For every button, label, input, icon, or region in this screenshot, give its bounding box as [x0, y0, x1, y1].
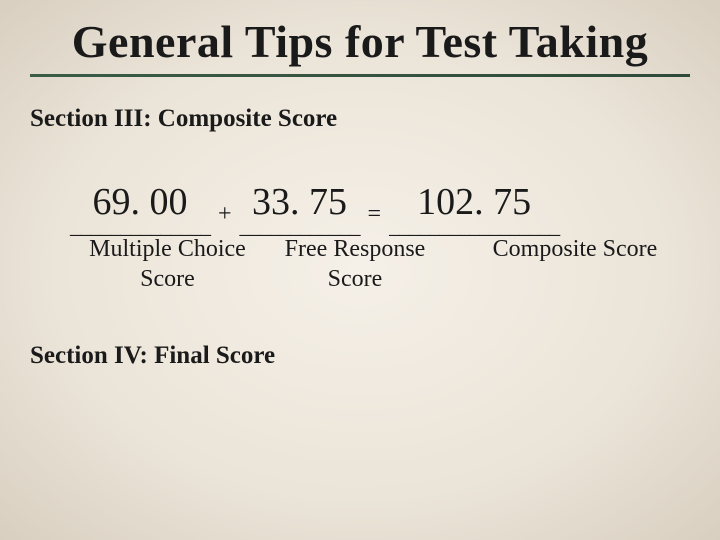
plus-operator: +: [218, 201, 232, 232]
equals-operator: =: [368, 201, 382, 232]
multiple-choice-block: 69. 00 ______________: [70, 183, 210, 232]
blank-underline: ______________: [70, 219, 210, 232]
label-line: Score: [328, 266, 383, 292]
title-underline: [30, 74, 690, 77]
free-response-label: Free Response Score: [265, 234, 445, 294]
composite-label: Composite Score: [465, 234, 685, 294]
blank-underline: _________________: [389, 219, 559, 232]
equation-labels: Multiple Choice Score Free Response Scor…: [70, 234, 690, 294]
slide-title: General Tips for Test Taking: [30, 15, 690, 68]
composite-equation: 69. 00 ______________ + 33. 75 _________…: [70, 183, 690, 232]
composite-block: 102. 75 _________________: [389, 183, 559, 232]
label-line: Score: [140, 266, 195, 292]
slide: General Tips for Test Taking Section III…: [0, 0, 720, 540]
label-line: Free Response: [285, 236, 426, 262]
section-4-heading: Section IV: Final Score: [30, 342, 690, 370]
label-line: Multiple Choice: [89, 236, 246, 262]
section-3-heading: Section III: Composite Score: [30, 105, 690, 133]
multiple-choice-label: Multiple Choice Score: [70, 234, 265, 294]
blank-underline: ____________: [240, 219, 360, 232]
free-response-block: 33. 75 ____________: [240, 183, 360, 232]
label-line: Composite Score: [493, 236, 658, 262]
